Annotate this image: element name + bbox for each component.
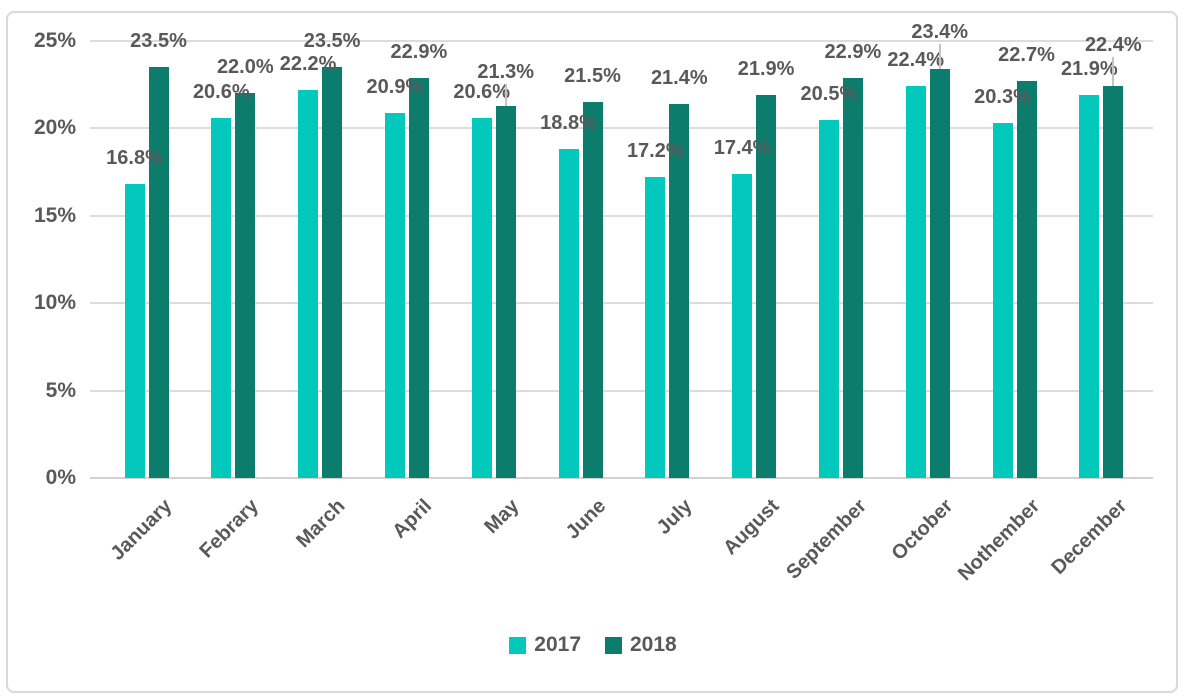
gridline bbox=[90, 389, 1153, 392]
bar-2017-september bbox=[818, 119, 839, 478]
y-axis-tick-label: 20% bbox=[33, 116, 76, 140]
data-label-leader-line bbox=[938, 43, 941, 69]
bar-2017-june bbox=[558, 149, 579, 478]
data-label-2017-febrary: 20.6% bbox=[192, 80, 250, 103]
bar-2017-nothember bbox=[992, 123, 1013, 478]
bar-2018-nothember bbox=[1016, 81, 1037, 478]
data-label-2017-september: 20.5% bbox=[800, 82, 858, 105]
data-label-2018-june: 21.5% bbox=[564, 65, 621, 88]
y-axis-tick-label: 5% bbox=[45, 378, 76, 402]
data-label-2018-january: 23.5% bbox=[130, 30, 187, 53]
x-axis-line bbox=[90, 477, 1153, 479]
y-axis-tick-label: 25% bbox=[33, 29, 76, 52]
y-axis-tick-label: 10% bbox=[33, 291, 76, 315]
gridline bbox=[90, 127, 1153, 130]
bar-2018-october bbox=[929, 68, 950, 478]
x-axis-label-september: September bbox=[781, 495, 871, 584]
bar-2018-april bbox=[408, 77, 429, 478]
bar-2018-july bbox=[669, 103, 690, 478]
data-label-2018-december: 22.4% bbox=[1084, 34, 1142, 57]
bar-2017-august bbox=[732, 173, 753, 478]
x-axis-label-nothember: Nothember bbox=[953, 495, 1045, 586]
x-axis-label-febrary: Febrary bbox=[195, 495, 263, 563]
data-label-2018-march: 23.5% bbox=[303, 30, 361, 53]
bar-2017-march bbox=[298, 89, 319, 478]
x-axis-label-may: May bbox=[480, 495, 524, 539]
x-axis-label-april: April bbox=[388, 495, 437, 543]
x-axis-label-october: October bbox=[887, 495, 958, 565]
legend-item-2018: 2018 bbox=[605, 633, 677, 657]
bar-2017-april bbox=[384, 112, 405, 478]
gridline bbox=[90, 302, 1153, 305]
bar-2018-august bbox=[756, 95, 777, 478]
bar-2018-june bbox=[582, 102, 603, 478]
data-label-2017-january: 16.8% bbox=[106, 147, 163, 170]
legend-label-2018: 2018 bbox=[630, 633, 677, 656]
legend-swatch-2017 bbox=[509, 636, 527, 654]
data-label-2018-april: 22.9% bbox=[390, 40, 448, 63]
bar-2018-march bbox=[322, 67, 343, 478]
bar-2018-december bbox=[1103, 86, 1124, 478]
data-label-2018-nothember: 22.7% bbox=[998, 44, 1055, 67]
x-axis-label-august: August bbox=[719, 495, 784, 560]
x-axis-label-july: July bbox=[653, 495, 697, 539]
data-label-leader-line bbox=[1112, 57, 1115, 87]
bar-2018-september bbox=[842, 77, 863, 478]
bar-2017-january bbox=[124, 184, 145, 478]
data-label-2017-may: 20.6% bbox=[453, 80, 511, 103]
bar-2017-october bbox=[905, 86, 926, 478]
data-label-2017-june: 18.8% bbox=[540, 112, 597, 135]
bar-2017-may bbox=[471, 117, 492, 478]
y-axis-tick-label: 0% bbox=[45, 466, 76, 489]
data-label-2017-october: 22.4% bbox=[887, 49, 945, 72]
data-label-2017-nothember: 20.3% bbox=[974, 86, 1031, 109]
data-label-2017-july: 17.2% bbox=[626, 140, 684, 163]
data-label-leader-line bbox=[504, 83, 507, 106]
gridline bbox=[90, 40, 1153, 42]
bar-2018-febrary bbox=[235, 93, 256, 478]
data-label-2018-febrary: 22.0% bbox=[216, 56, 274, 79]
y-axis-tick-label: 15% bbox=[33, 203, 76, 227]
data-label-2018-july: 21.4% bbox=[650, 66, 708, 89]
legend-item-2017: 2017 bbox=[509, 633, 581, 657]
legend-label-2017: 2017 bbox=[534, 633, 581, 656]
bar-2017-december bbox=[1079, 95, 1100, 478]
legend: 2017 2018 bbox=[0, 633, 1186, 657]
x-axis-label-january: January bbox=[106, 495, 177, 565]
bar-2017-july bbox=[645, 177, 666, 478]
legend-swatch-2018 bbox=[605, 636, 622, 654]
data-label-2017-march: 22.2% bbox=[279, 52, 337, 75]
data-label-2017-april: 20.9% bbox=[366, 75, 424, 98]
bar-2018-january bbox=[148, 67, 169, 478]
data-label-2018-may: 21.3% bbox=[477, 60, 535, 83]
x-axis-label-march: March bbox=[292, 495, 350, 553]
data-label-2018-october: 23.4% bbox=[911, 20, 969, 43]
data-label-2018-august: 21.9% bbox=[737, 58, 795, 81]
data-label-2018-september: 22.9% bbox=[824, 40, 882, 63]
x-axis-label-june: June bbox=[561, 495, 611, 544]
x-axis-label-december: December bbox=[1046, 495, 1131, 579]
gridline bbox=[90, 214, 1153, 217]
bar-2018-may bbox=[495, 105, 516, 478]
data-label-2017-august: 17.4% bbox=[713, 136, 771, 159]
bar-2017-febrary bbox=[211, 117, 232, 478]
data-label-2017-december: 21.9% bbox=[1060, 58, 1118, 81]
